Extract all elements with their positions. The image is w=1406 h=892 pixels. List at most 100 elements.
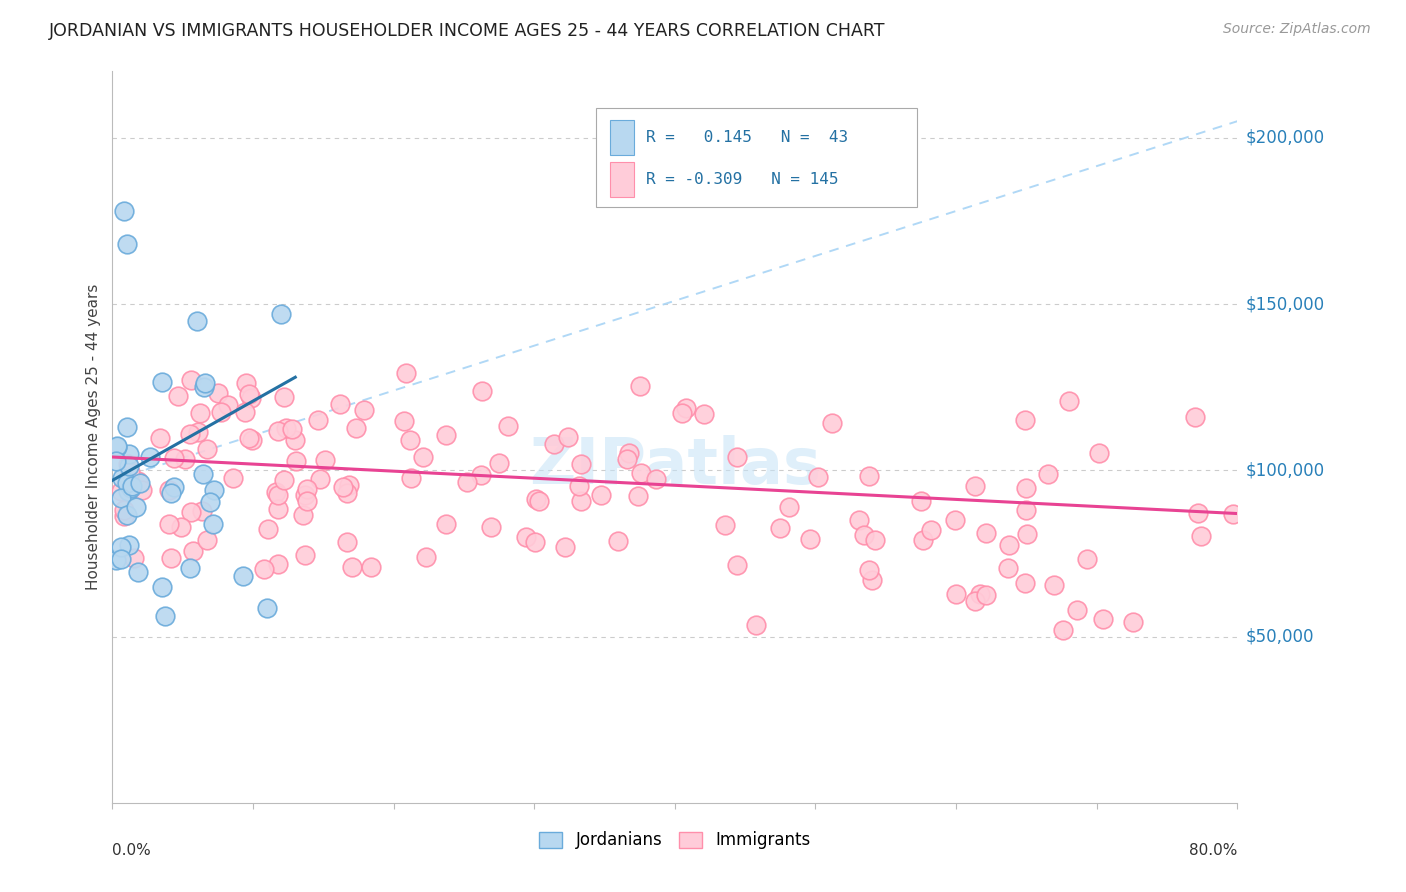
Point <box>515 530 537 544</box>
Point <box>963 479 986 493</box>
FancyBboxPatch shape <box>596 108 917 207</box>
Point <box>276 421 298 435</box>
Point <box>115 237 138 252</box>
Point <box>1015 503 1038 517</box>
Point <box>858 469 880 483</box>
Point <box>239 391 262 405</box>
Point <box>170 520 193 534</box>
Point <box>471 384 494 399</box>
Point <box>110 540 132 554</box>
Point <box>543 436 565 450</box>
Point <box>193 380 215 394</box>
Point <box>139 450 162 465</box>
Point <box>180 505 202 519</box>
Point <box>285 453 308 467</box>
Point <box>180 374 202 388</box>
Point <box>195 442 218 456</box>
Point <box>111 470 134 484</box>
Point <box>297 494 319 508</box>
Point <box>569 493 592 508</box>
Point <box>1014 575 1036 590</box>
Point <box>117 484 139 499</box>
Point <box>238 431 260 445</box>
Point <box>911 533 934 548</box>
Point <box>273 473 295 487</box>
Point <box>398 434 420 448</box>
Point <box>179 427 201 442</box>
Point <box>360 559 382 574</box>
Point <box>202 516 225 531</box>
Point <box>121 478 143 492</box>
Point <box>557 430 579 444</box>
Point <box>524 492 547 507</box>
Point <box>284 433 307 447</box>
Point <box>202 483 225 497</box>
Text: JORDANIAN VS IMMIGRANTS HOUSEHOLDER INCOME AGES 25 - 44 YEARS CORRELATION CHART: JORDANIAN VS IMMIGRANTS HOUSEHOLDER INCO… <box>49 22 886 40</box>
Point <box>527 494 550 508</box>
Point <box>198 494 221 508</box>
Point <box>128 475 150 489</box>
Point <box>112 204 135 219</box>
Point <box>434 516 457 531</box>
Point <box>617 445 640 459</box>
Point <box>194 376 217 391</box>
Point <box>105 454 128 468</box>
Point <box>401 471 423 485</box>
Point <box>745 617 768 632</box>
Point <box>295 482 318 496</box>
Point <box>974 525 997 540</box>
Point <box>412 450 434 464</box>
Point <box>187 425 209 440</box>
Point <box>329 397 352 411</box>
Point <box>860 573 883 587</box>
Point <box>769 521 792 535</box>
Point <box>117 459 139 474</box>
Point <box>865 533 887 547</box>
Point <box>344 421 367 435</box>
Point <box>115 508 138 523</box>
Point <box>332 480 354 494</box>
Point <box>131 483 153 497</box>
Point <box>222 471 245 485</box>
Point <box>115 476 138 491</box>
Point <box>160 486 183 500</box>
Text: $200,000: $200,000 <box>1246 128 1324 147</box>
Point <box>434 427 457 442</box>
Point <box>163 451 186 466</box>
Point <box>1088 446 1111 460</box>
Point <box>778 500 800 514</box>
Point <box>207 386 229 401</box>
Point <box>627 489 650 503</box>
Point <box>693 407 716 421</box>
Point <box>1076 552 1098 566</box>
Point <box>112 508 135 523</box>
Point <box>281 422 304 436</box>
Point <box>150 375 173 389</box>
Point <box>112 503 135 517</box>
Text: $50,000: $50,000 <box>1246 628 1315 646</box>
Text: ZIPatlas: ZIPatlas <box>529 435 821 498</box>
Point <box>920 524 942 538</box>
Point <box>853 528 876 542</box>
Point <box>1052 623 1074 637</box>
Point <box>193 467 215 481</box>
Text: R = -0.309   N = 145: R = -0.309 N = 145 <box>645 172 838 187</box>
Point <box>157 483 180 497</box>
Point <box>456 475 478 489</box>
Point <box>149 431 172 445</box>
Point <box>240 434 263 448</box>
Point <box>337 478 360 492</box>
Point <box>353 402 375 417</box>
Point <box>714 518 737 533</box>
Point <box>150 580 173 594</box>
Point <box>392 414 415 428</box>
Point <box>309 472 332 486</box>
Point <box>1189 529 1212 543</box>
Point <box>675 401 697 416</box>
Point <box>118 447 141 461</box>
Point <box>105 440 128 454</box>
Point <box>1066 603 1088 617</box>
Point <box>799 532 821 546</box>
Text: $100,000: $100,000 <box>1246 461 1324 479</box>
Point <box>1091 612 1114 626</box>
